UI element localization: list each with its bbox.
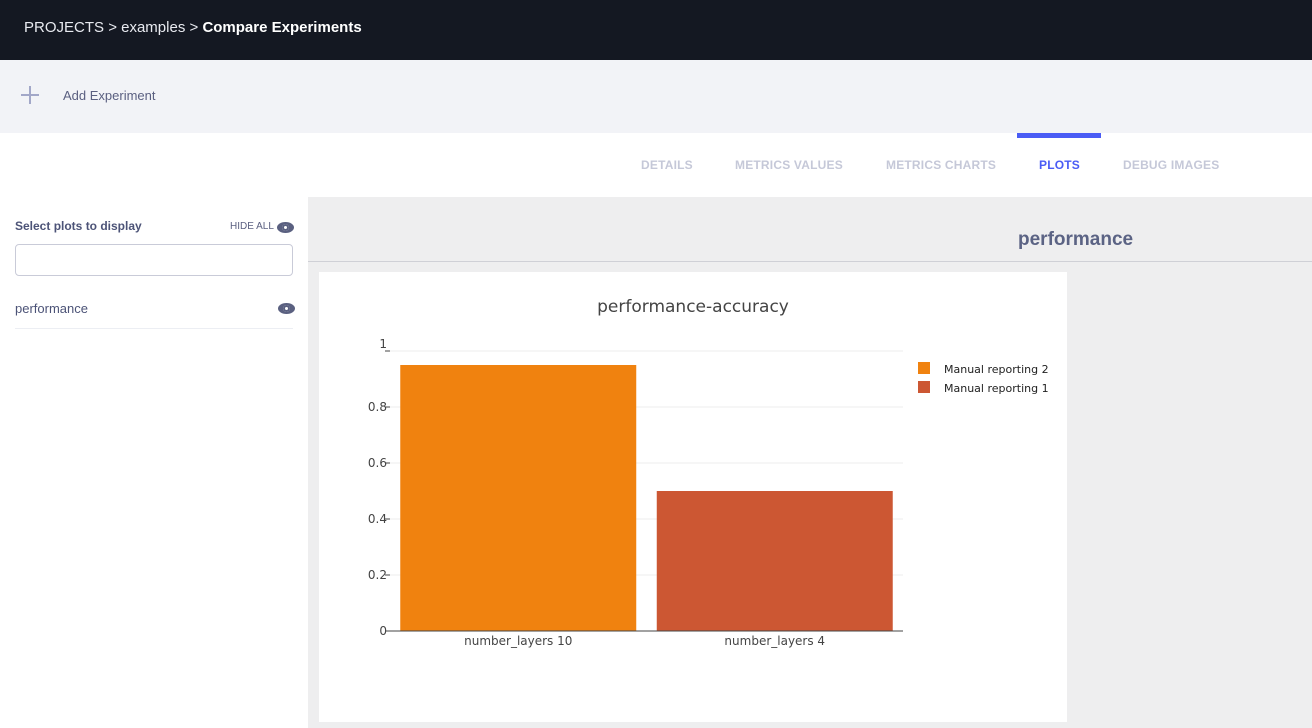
bar-chart[interactable]: performance-accuracy 0 0.2 0.4 0.6 0.8 1 numbe… xyxy=(319,272,1067,722)
plot-card: performance-accuracy 0 0.2 0.4 0.6 0.8 1 numbe… xyxy=(319,272,1067,722)
section-title: performance xyxy=(1018,229,1134,250)
eye-icon[interactable] xyxy=(277,222,294,233)
breadcrumb: PROJECTS > examples > Compare Experiment… xyxy=(0,0,1312,60)
tab-details[interactable]: DETAILS xyxy=(641,158,693,172)
toolbar xyxy=(0,60,1312,133)
legend-swatch[interactable] xyxy=(918,362,930,374)
y-tick-label: 1 xyxy=(379,337,387,351)
breadcrumb-current: Compare Experiments xyxy=(202,19,362,36)
breadcrumb-separator: > xyxy=(108,19,117,36)
bar[interactable] xyxy=(400,365,637,631)
y-tick-label: 0.8 xyxy=(368,400,387,414)
sidebar-title: Select plots to display xyxy=(15,219,142,233)
tab-metrics-charts[interactable]: METRICS CHARTS xyxy=(886,158,997,172)
y-tick-label: 0.2 xyxy=(368,568,387,582)
plot-list-item[interactable]: performance xyxy=(15,301,88,316)
legend-label[interactable]: Manual reporting 1 xyxy=(944,382,1049,395)
breadcrumb-project[interactable]: examples xyxy=(121,19,186,36)
legend-swatch[interactable] xyxy=(918,381,930,393)
chart-title: performance-accuracy xyxy=(597,297,789,317)
active-tab-indicator xyxy=(1017,133,1101,138)
plots-panel: performance performance-accuracy 0 0.2 0.4… xyxy=(308,197,1312,728)
y-tick-label: 0 xyxy=(379,624,387,638)
tab-bar: DETAILS METRICS VALUES METRICS CHARTS PL… xyxy=(0,133,1312,197)
hide-all-button[interactable]: HIDE ALL xyxy=(230,221,274,232)
y-tick-label: 0.6 xyxy=(368,456,387,470)
bar[interactable] xyxy=(656,491,893,631)
add-experiment-button[interactable]: Add Experiment xyxy=(63,88,156,103)
plots-sidebar: Select plots to display HIDE ALL perform… xyxy=(0,197,308,728)
tab-metrics-values[interactable]: METRICS VALUES xyxy=(735,158,843,172)
legend-label[interactable]: Manual reporting 2 xyxy=(944,363,1049,376)
plus-icon[interactable] xyxy=(21,86,39,104)
breadcrumb-projects[interactable]: PROJECTS xyxy=(24,19,105,36)
breadcrumb-separator: > xyxy=(189,19,199,36)
x-tick-label: number_layers 4 xyxy=(724,634,825,648)
tab-plots[interactable]: PLOTS xyxy=(1039,158,1081,172)
plot-search-input[interactable] xyxy=(15,244,293,276)
x-tick-label: number_layers 10 xyxy=(464,634,572,648)
divider xyxy=(15,328,293,329)
tab-debug-images[interactable]: DEBUG IMAGES xyxy=(1123,158,1220,172)
eye-icon[interactable] xyxy=(278,303,295,314)
y-tick-label: 0.4 xyxy=(368,512,387,526)
divider xyxy=(308,261,1312,262)
